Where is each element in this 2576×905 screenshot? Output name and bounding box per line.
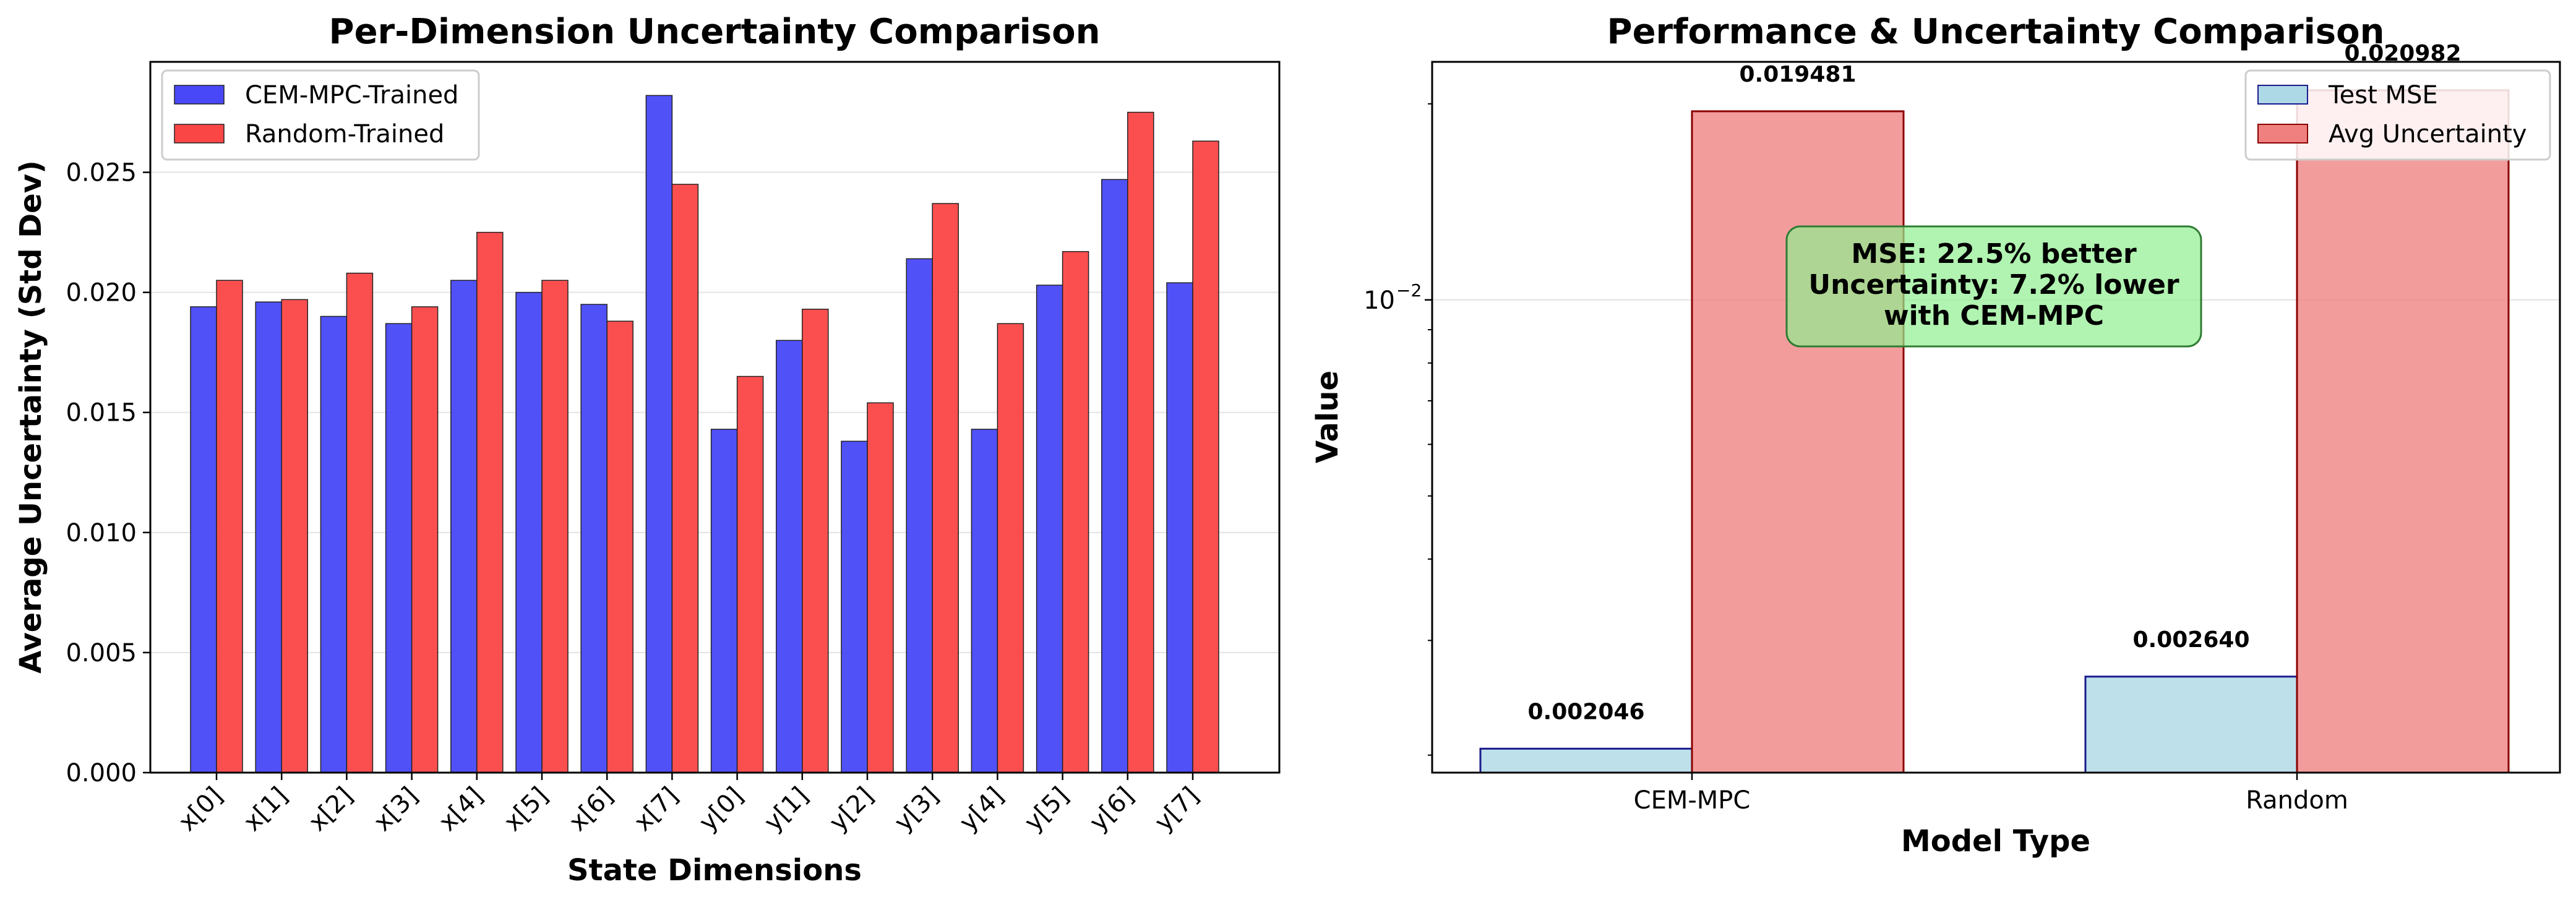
legend-label-cem-mpc-trained: CEM-MPC-Trained <box>245 81 458 109</box>
bar-random-trained-1 <box>281 299 308 773</box>
left-x-axis-label: State Dimensions <box>567 853 862 888</box>
right-chart-title: Performance & Uncertainty Comparison <box>1607 12 2385 52</box>
bar-random-trained-6 <box>606 320 633 773</box>
bar-cem-mpc-trained-3 <box>385 323 413 773</box>
right-x-tick-label: Random <box>2246 786 2348 815</box>
improvement-annotation-box: MSE: 22.5% better Uncertainty: 7.2% lowe… <box>1785 225 2202 348</box>
bar-random-trained-2 <box>346 272 374 773</box>
bar-cem-mpc-trained-11 <box>906 258 933 773</box>
bar-random-trained-0 <box>216 280 243 773</box>
annotation-line-mse: MSE: 22.5% better <box>1851 238 2137 270</box>
legend-label-avg-uncertainty: Avg Uncertainty <box>2329 120 2527 148</box>
bar-value-label: 0.002046 <box>1527 699 1644 724</box>
bar-random-trained-10 <box>867 402 894 773</box>
bar-cem-mpc-trained-8 <box>710 429 738 773</box>
left-y-tick-label: 0.025 <box>66 159 137 187</box>
legend-swatch-random-trained <box>174 124 225 144</box>
left-plot-frame <box>149 61 1281 774</box>
left-y-axis-label: Average Uncertainty (Std Dev) <box>14 160 48 674</box>
left-y-tick-label: 0.005 <box>66 639 137 667</box>
right-x-tick-label: CEM-MPC <box>1634 786 1751 815</box>
left-y-tick-label: 0.020 <box>66 279 137 307</box>
bar-cem-mpc-trained-9 <box>776 340 803 773</box>
bar-cem-mpc-trained-13 <box>1036 285 1063 773</box>
bar-cem-mpc-trained-4 <box>450 280 478 773</box>
bar-random-trained-13 <box>1062 251 1089 773</box>
bar-test-mse-random <box>2084 676 2298 774</box>
bar-cem-mpc-trained-6 <box>580 304 608 773</box>
legend-swatch-avg-uncertainty <box>2257 124 2308 144</box>
right-plot-frame <box>1431 61 2561 774</box>
bar-random-trained-11 <box>932 203 959 773</box>
bar-cem-mpc-trained-12 <box>971 429 998 773</box>
legend-swatch-cem-mpc-trained <box>174 85 225 105</box>
right-legend: Test MSE Avg Uncertainty <box>2244 69 2551 161</box>
bar-random-trained-5 <box>541 280 569 773</box>
legend-swatch-test-mse <box>2257 85 2308 105</box>
left-y-tick-label: 0.010 <box>66 519 137 547</box>
right-y-tick-exponent: −2 <box>1396 280 1422 301</box>
bar-value-label: 0.002640 <box>2132 627 2249 653</box>
left-legend: CEM-MPC-Trained Random-Trained <box>161 69 480 161</box>
left-y-tick-label: 0.015 <box>66 399 137 427</box>
bar-random-trained-15 <box>1192 140 1219 773</box>
bar-cem-mpc-trained-14 <box>1101 179 1128 773</box>
bar-avg-uncertainty-cem-mpc <box>1691 110 1905 774</box>
bar-cem-mpc-trained-1 <box>255 301 282 773</box>
annotation-line-model: with CEM-MPC <box>1884 300 2104 332</box>
bar-avg-uncertainty-random <box>2296 89 2510 774</box>
bar-cem-mpc-trained-0 <box>190 306 217 773</box>
bar-cem-mpc-trained-15 <box>1166 282 1193 773</box>
bar-test-mse-cem-mpc <box>1479 747 1693 774</box>
bar-random-trained-4 <box>476 231 504 773</box>
left-chart-title: Per-Dimension Uncertainty Comparison <box>329 12 1101 52</box>
bar-random-trained-8 <box>736 375 764 773</box>
right-x-axis-label: Model Type <box>1901 824 2090 859</box>
bar-cem-mpc-trained-7 <box>645 95 673 773</box>
bar-random-trained-9 <box>802 309 829 773</box>
bar-random-trained-3 <box>411 306 439 773</box>
legend-label-random-trained: Random-Trained <box>245 120 444 148</box>
bar-random-trained-12 <box>997 323 1024 773</box>
bar-random-trained-7 <box>671 184 699 773</box>
bar-cem-mpc-trained-5 <box>515 291 543 773</box>
bar-random-trained-14 <box>1127 111 1154 773</box>
left-y-tick-label: 0.000 <box>66 759 137 787</box>
bar-cem-mpc-trained-10 <box>841 440 868 773</box>
bar-cem-mpc-trained-2 <box>320 315 348 773</box>
legend-label-test-mse: Test MSE <box>2328 81 2438 109</box>
bar-value-label: 0.019481 <box>1739 62 1856 87</box>
annotation-line-uncertainty: Uncertainty: 7.2% lower <box>1808 269 2179 301</box>
right-y-tick-label: 10 <box>1363 286 1395 315</box>
right-y-axis-label: Value <box>1310 371 1345 463</box>
